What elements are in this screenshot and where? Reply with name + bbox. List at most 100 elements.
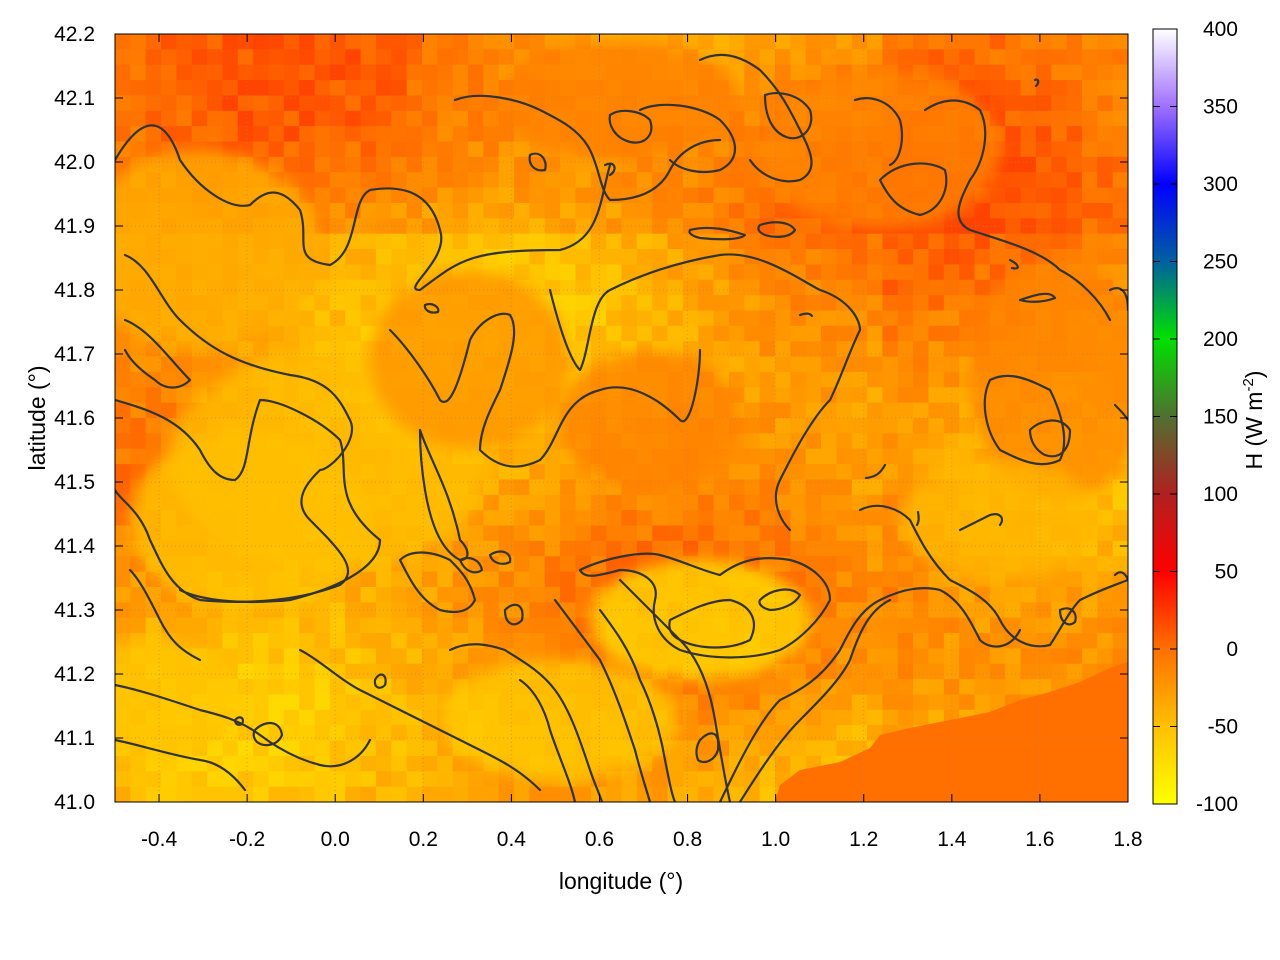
heatmap-cell [928,418,945,434]
heatmap-cell [974,279,991,296]
heatmap-cell [1051,64,1068,81]
heatmap-cell [437,617,454,634]
heatmap-cell [836,341,853,358]
heatmap-cell [483,64,500,81]
heatmap-cell [268,80,285,97]
heatmap-cell [1005,126,1022,143]
heatmap-cell [744,525,761,542]
heatmap-cell [790,356,807,373]
heatmap-cell [314,725,331,742]
heatmap-cell [560,556,577,573]
contour-line [252,722,284,747]
heatmap-cell [652,494,669,511]
heatmap-cell [882,371,899,388]
heatmap-cell [329,233,346,250]
heatmap-cell [1097,602,1114,619]
heatmap-cell [345,709,362,726]
heatmap-cell [130,418,147,434]
heatmap-cell [498,233,515,250]
contour-line [668,598,756,649]
heatmap-cell [345,586,362,603]
heatmap-cell [345,571,362,588]
heatmap-cell [959,694,976,711]
heatmap-cell [345,633,362,649]
heatmap-cell [115,156,131,173]
heatmap-cell [836,249,853,265]
heatmap-cell [421,64,438,81]
heatmap-cell [897,556,914,573]
heatmap-cell [345,34,362,50]
heatmap-cell [744,433,761,450]
colorbar-tick-label: 200 [1203,328,1238,351]
heatmap-cell [821,341,837,358]
heatmap-cell [790,464,807,481]
heatmap-cell [805,325,822,342]
heatmap-cell [575,586,592,603]
heatmap-cell [514,464,531,481]
heatmap-cell [406,156,423,173]
heatmap-cell [1081,187,1098,204]
heatmap-cell [713,249,730,265]
heatmap-cell [1005,64,1022,81]
colorbar-tick-label: 400 [1203,18,1238,41]
heatmap-cell [391,110,408,127]
heatmap-cell [406,663,423,680]
heatmap-cell [575,172,592,189]
heatmap-cell [1097,141,1114,158]
heatmap-cell [959,233,976,250]
heatmap-cell [406,755,423,772]
heatmap-cell [713,172,730,189]
contour-line [603,162,616,177]
heatmap-cell [437,218,454,235]
heatmap-cell [774,34,791,50]
heatmap-cell [1035,95,1052,112]
heatmap-cell [774,663,791,680]
heatmap-cell [867,494,884,511]
heatmap-cell [1066,218,1083,235]
heatmap-cell [606,202,623,219]
heatmap-cell [606,771,623,788]
heatmap-cell [897,371,914,388]
heatmap-cell [851,586,868,603]
heatmap-cell [575,786,592,802]
heatmap-cell [744,448,761,465]
heatmap-cell [667,233,684,250]
heatmap-cell [237,771,254,788]
heatmap-cell [974,648,991,665]
heatmap-cell [268,325,285,342]
heatmap-cell [1097,540,1114,557]
heatmap-cell [345,310,362,327]
heatmap-cell [253,64,270,81]
heatmap-cell [406,110,423,127]
heatmap-cell [989,202,1006,219]
heatmap-cell [130,356,147,373]
heatmap-cell [1035,663,1052,680]
heatmap-cell [667,325,684,342]
heatmap-cell [943,64,960,81]
heatmap-cell [360,233,377,250]
heatmap-cell [268,771,285,788]
heatmap-cell [115,464,131,481]
heatmap-cell [391,34,408,50]
heatmap-cell [498,786,515,802]
heatmap-cell [406,786,423,802]
heatmap-cell [191,110,208,127]
heatmap-cell [606,525,623,542]
heatmap-cell [406,34,423,50]
heatmap-cell [329,64,346,81]
heatmap-cell [759,540,776,557]
heatmap-cell [283,141,300,158]
heatmap-cell [360,786,377,802]
contour-line [458,556,484,574]
heatmap-cell [989,64,1006,81]
heatmap-cell [913,617,930,634]
heatmap-cell [974,80,991,97]
heatmap-cell [237,64,254,81]
heatmap-cell [421,571,438,588]
y-tick-label: 41.1 [54,727,95,750]
heatmap-cell [161,371,177,388]
heatmap-cell [1020,679,1037,696]
heatmap-cell [115,494,131,511]
heatmap-cell [222,755,239,772]
heatmap-cell [145,448,162,465]
